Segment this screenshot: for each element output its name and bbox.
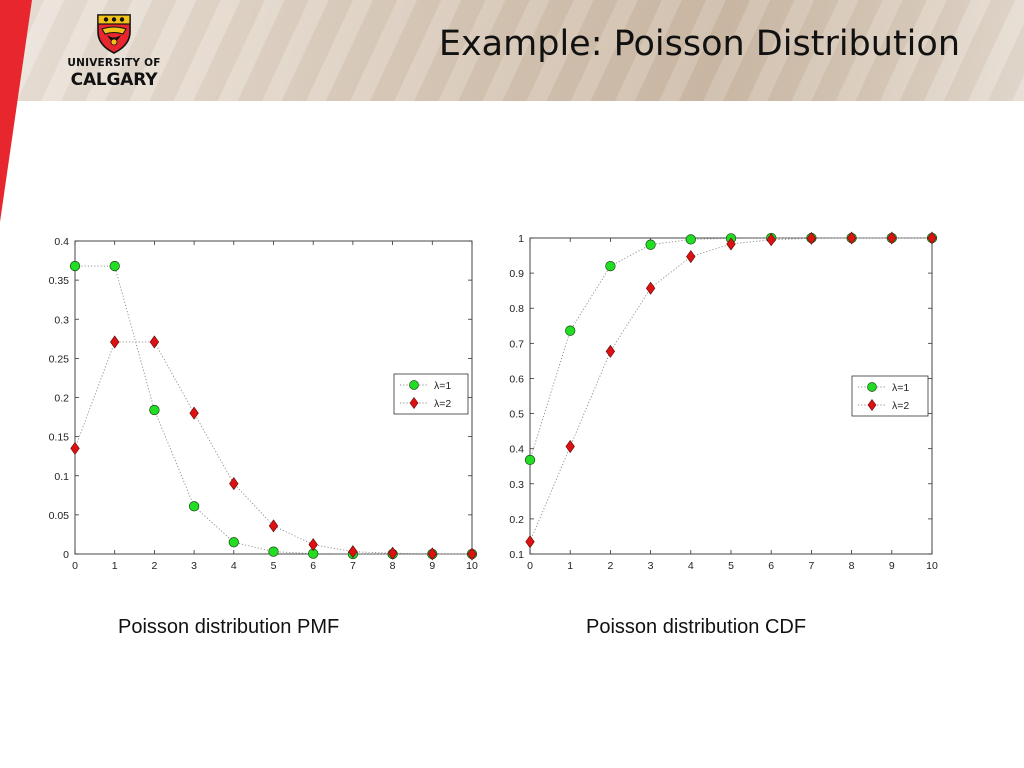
x-tick-label: 3 xyxy=(648,560,654,572)
data-point-series1 xyxy=(149,404,160,416)
x-tick-label: 2 xyxy=(607,560,613,572)
x-tick-label: 4 xyxy=(231,560,237,572)
data-point-series2 xyxy=(348,545,358,559)
cdf-chart: 0 1 2 3 4 5 6 7 8 9 10 0.1 0.2 0.3 0.4 0.5 0.6 0.7 0.8 0.9 1… xyxy=(509,231,938,572)
x-tick-label: 9 xyxy=(429,560,435,572)
data-point-series1 xyxy=(524,454,536,466)
legend-marker-diamond xyxy=(867,398,877,412)
series-line-1 xyxy=(529,237,932,461)
data-point-series2 xyxy=(686,250,696,264)
y-tick-label: 0.2 xyxy=(54,393,69,405)
x-tick-label: 0 xyxy=(527,560,533,572)
logo-text-line1: UNIVERSITY OF xyxy=(67,57,161,69)
y-tick-label: 0.5 xyxy=(509,409,524,421)
data-point-series2 xyxy=(229,477,239,491)
data-point-series2 xyxy=(927,231,937,245)
data-point-series1 xyxy=(109,260,120,272)
data-point-series1 xyxy=(228,537,239,548)
y-tick-label: 0.8 xyxy=(509,303,524,315)
cdf-caption: Poisson distribution CDF xyxy=(586,616,807,638)
y-tick-label: 0.05 xyxy=(49,510,70,522)
y-tick-label: 0.3 xyxy=(54,314,69,326)
data-point-series1 xyxy=(565,325,576,336)
y-tick-label: 0.15 xyxy=(49,432,70,444)
x-tick-label: 8 xyxy=(849,560,855,572)
legend-label: λ=2 xyxy=(892,400,909,412)
x-tick-label: 10 xyxy=(466,560,478,572)
y-tick-label: 0.25 xyxy=(49,353,70,365)
y-tick-label: 1 xyxy=(518,233,524,245)
x-tick-label: 4 xyxy=(688,560,694,572)
x-tick-label: 0 xyxy=(72,560,78,572)
data-point-series2 xyxy=(110,335,120,349)
data-point-series2 xyxy=(806,231,817,245)
university-crest-icon xyxy=(97,14,131,54)
x-tick-label: 5 xyxy=(728,560,734,572)
x-tick-label: 9 xyxy=(889,560,895,572)
legend-label: λ=1 xyxy=(434,380,451,392)
pmf-chart: 0 1 2 3 4 5 6 7 8 9 10 0 0.05 0.1 0.15 0.2 0.25 0.3 0.35 0.… xyxy=(49,236,478,572)
data-point-series1 xyxy=(188,501,200,512)
data-point-series2 xyxy=(846,231,857,245)
data-point-series2 xyxy=(766,233,776,247)
x-tick-label: 5 xyxy=(271,560,277,572)
data-point-series2 xyxy=(427,547,437,561)
data-point-series2 xyxy=(525,535,535,549)
legend-label: λ=2 xyxy=(434,398,451,410)
data-point-series1 xyxy=(605,260,616,272)
legend-marker-diamond xyxy=(409,396,419,410)
data-point-series2 xyxy=(565,440,575,454)
y-tick-label: 0 xyxy=(63,549,69,561)
data-point-series1 xyxy=(685,234,696,245)
x-tick-label: 7 xyxy=(808,560,814,572)
pmf-caption: Poisson distribution PMF xyxy=(118,616,340,638)
page-title: Example: Poisson Distribution xyxy=(438,24,960,64)
data-point-series2 xyxy=(189,406,199,420)
legend-label: λ=1 xyxy=(892,382,909,394)
legend: λ=1 λ=2 xyxy=(851,375,929,417)
x-tick-label: 6 xyxy=(310,560,316,572)
x-tick-label: 3 xyxy=(191,560,197,572)
y-tick-label: 0.6 xyxy=(509,373,524,385)
x-tick-label: 8 xyxy=(390,560,396,572)
legend-box xyxy=(393,373,469,415)
y-tick-label: 0.1 xyxy=(54,471,69,483)
data-point-series2 xyxy=(308,538,318,552)
logo-text-line2: CALGARY xyxy=(70,70,158,90)
x-tick-label: 10 xyxy=(926,560,938,572)
y-tick-label: 0.3 xyxy=(509,479,524,491)
y-tick-label: 0.9 xyxy=(509,268,524,280)
y-tick-label: 0.7 xyxy=(509,338,524,350)
legend-marker-circle xyxy=(867,382,877,392)
data-point-series2 xyxy=(149,335,160,349)
university-logo: UNIVERSITY OF CALGARY xyxy=(64,12,164,92)
data-point-series2 xyxy=(467,547,477,561)
y-tick-label: 0.4 xyxy=(54,236,69,248)
data-point-series2 xyxy=(645,281,656,295)
data-point-series2 xyxy=(70,441,80,455)
legend: λ=1 λ=2 xyxy=(393,373,469,415)
data-point-series1 xyxy=(645,239,656,250)
y-tick-label: 0.35 xyxy=(49,275,70,287)
data-point-series2 xyxy=(726,237,736,251)
data-point-series1 xyxy=(268,546,279,557)
data-point-series2 xyxy=(268,519,279,533)
data-point-series2 xyxy=(387,546,398,560)
y-tick-label: 0.2 xyxy=(509,514,524,526)
data-point-series2 xyxy=(887,231,897,245)
header-band xyxy=(0,0,1024,101)
x-tick-label: 1 xyxy=(567,560,573,572)
y-tick-label: 0.1 xyxy=(509,549,524,561)
data-point-series2 xyxy=(605,344,616,358)
x-tick-label: 7 xyxy=(350,560,356,572)
red-accent-stripe xyxy=(0,0,32,222)
y-tick-label: 0.4 xyxy=(509,444,524,456)
legend-box xyxy=(851,375,929,417)
x-tick-label: 1 xyxy=(112,560,118,572)
x-tick-label: 2 xyxy=(151,560,157,572)
data-point-series1 xyxy=(69,260,81,272)
x-tick-label: 6 xyxy=(768,560,774,572)
legend-marker-circle xyxy=(409,380,419,390)
